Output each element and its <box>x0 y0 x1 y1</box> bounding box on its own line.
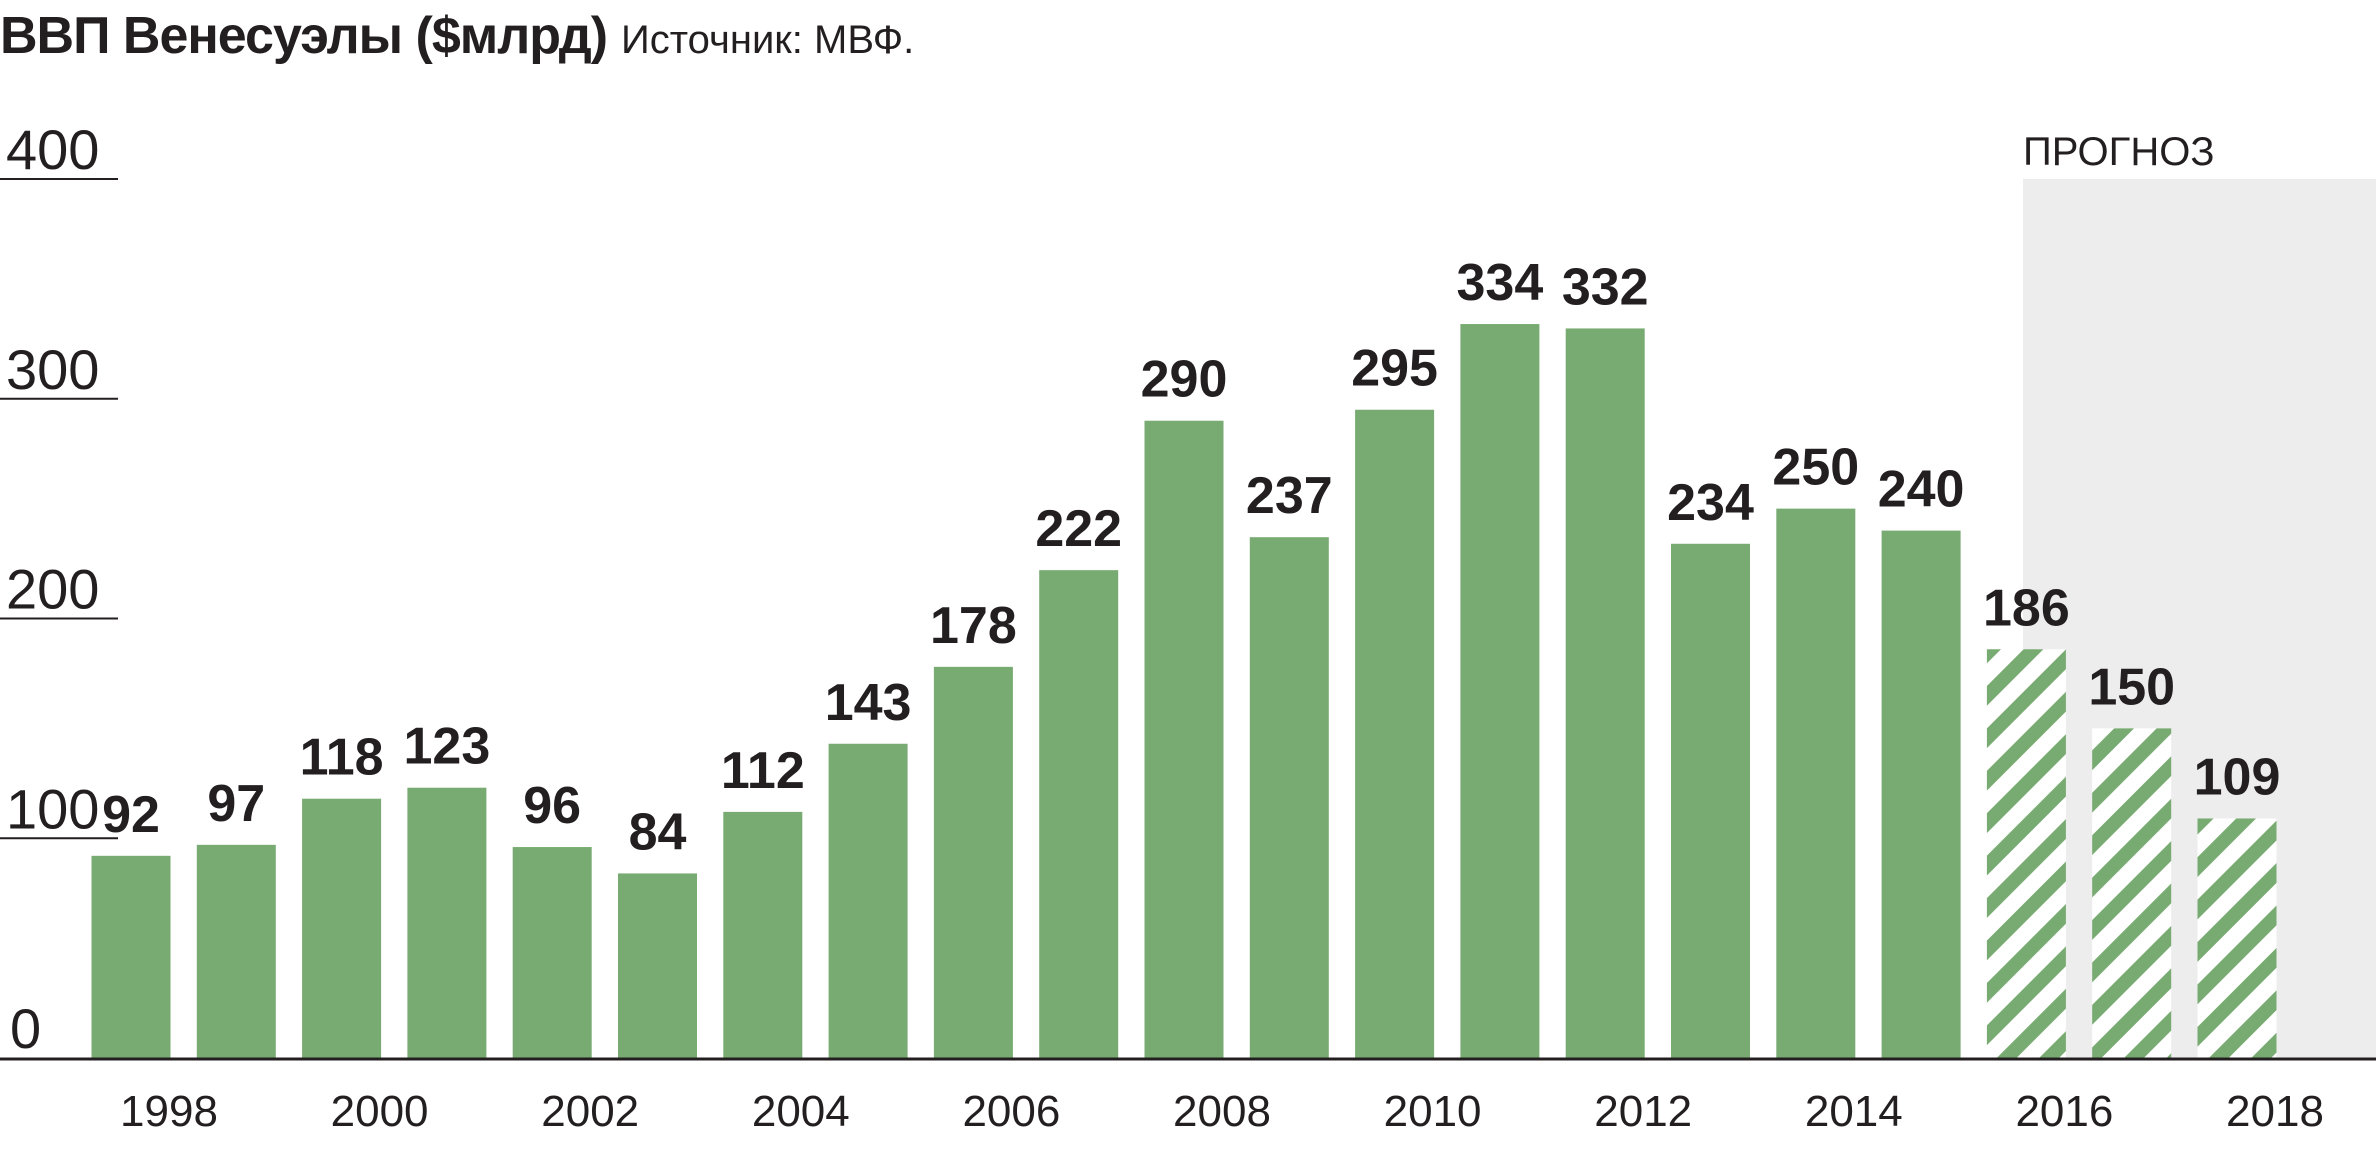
x-tick-label: 2000 <box>331 1087 429 1136</box>
value-label: 237 <box>1246 467 1333 525</box>
x-tick-label: 2004 <box>752 1087 850 1136</box>
value-label: 123 <box>404 718 491 776</box>
bar <box>196 844 276 1058</box>
x-tick-label: 2018 <box>2226 1087 2324 1136</box>
x-tick-label: 2010 <box>1384 1087 1482 1136</box>
value-label: 97 <box>207 775 265 833</box>
x-tick-label: 2008 <box>1173 1087 1271 1136</box>
bar <box>933 666 1013 1058</box>
value-label: 150 <box>2088 658 2175 716</box>
value-label: 178 <box>930 597 1017 655</box>
y-tick-label: 100 <box>6 777 99 840</box>
bar <box>1671 543 1750 1058</box>
bar <box>512 847 592 1058</box>
value-label: 334 <box>1457 254 1544 312</box>
value-label: 234 <box>1667 474 1754 532</box>
y-tick-label: 300 <box>6 338 99 401</box>
x-tick-label: 2012 <box>1594 1087 1692 1136</box>
x-tick-label: 2014 <box>1805 1087 1903 1136</box>
chart-title: ВВП Венесуэлы ($млрд) <box>0 7 608 65</box>
bar <box>302 798 382 1058</box>
bar <box>1355 409 1435 1058</box>
y-tick-label: 400 <box>6 118 99 181</box>
x-tick-label: 2016 <box>2015 1087 2113 1136</box>
bar <box>723 811 803 1058</box>
value-label: 143 <box>825 674 912 732</box>
value-label: 250 <box>1772 439 1859 497</box>
bar <box>1460 324 1540 1058</box>
value-label: 112 <box>721 742 805 800</box>
bar <box>1144 420 1224 1059</box>
x-tick-label: 2002 <box>541 1087 639 1136</box>
bar <box>618 873 697 1058</box>
bar <box>1565 328 1645 1058</box>
x-tick-label: 2006 <box>962 1087 1060 1136</box>
value-label: 186 <box>1983 579 2070 637</box>
chart-header: ВВП Венесуэлы ($млрд) Источник: МВФ. <box>0 6 914 76</box>
y-tick-label: 200 <box>6 558 99 621</box>
y-axis: 0 100 200 300 400 <box>0 118 118 1060</box>
bar <box>91 855 171 1058</box>
bar <box>407 787 487 1058</box>
value-label: 222 <box>1035 500 1122 558</box>
chart-source: Источник: МВФ. <box>621 18 915 62</box>
value-labels: 92 97 118 123 96 84 112 143 178 222 290 237 295 334 33… <box>102 254 2280 861</box>
y-tick-label: 0 <box>10 997 41 1060</box>
bar <box>1249 537 1329 1058</box>
bar <box>1039 570 1119 1058</box>
value-label: 332 <box>1562 258 1649 316</box>
bar <box>1881 530 1961 1058</box>
bar <box>828 743 908 1058</box>
value-label: 84 <box>629 803 687 861</box>
x-tick-label: 1998 <box>120 1087 218 1136</box>
bars <box>91 324 2277 1059</box>
forecast-bar <box>2197 818 2277 1058</box>
value-label: 240 <box>1878 461 1965 519</box>
value-label: 290 <box>1141 351 1228 409</box>
value-label: 92 <box>102 786 160 844</box>
forecast-bar <box>1986 649 2066 1058</box>
forecast-label: ПРОГНОЗ <box>2023 130 2214 174</box>
x-axis: 1998 2000 2002 2004 2006 2008 2010 2012 2014 2016… <box>0 1057 2376 1136</box>
value-label: 118 <box>300 729 384 787</box>
value-label: 109 <box>2194 748 2281 806</box>
bar <box>1776 508 1856 1058</box>
forecast-bar <box>2092 728 2172 1058</box>
value-label: 295 <box>1351 340 1438 398</box>
value-label: 96 <box>523 777 581 835</box>
